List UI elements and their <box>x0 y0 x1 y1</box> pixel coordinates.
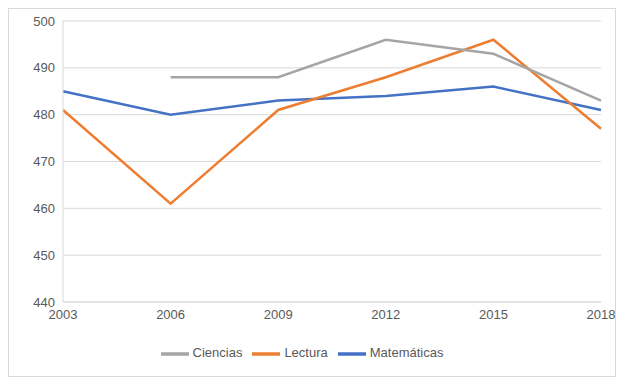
svg-text:2009: 2009 <box>264 307 293 322</box>
svg-text:480: 480 <box>33 107 55 122</box>
svg-text:2018: 2018 <box>587 307 615 322</box>
svg-text:490: 490 <box>33 60 55 75</box>
svg-text:2015: 2015 <box>479 307 508 322</box>
html-text:Matemáticas: Matemáticas <box>369 345 444 361</box>
svg-text:2012: 2012 <box>371 307 400 322</box>
svg-text:2003: 2003 <box>48 307 78 323</box>
svg-text:460: 460 <box>33 201 55 216</box>
svg-text:450: 450 <box>33 248 55 263</box>
svg-text:440: 440 <box>33 295 55 310</box>
svg-text:470: 470 <box>33 154 55 169</box>
svg-text:2006: 2006 <box>156 307 185 322</box>
html-text:Ciencias: Ciencias <box>192 345 243 361</box>
svg-text:500: 500 <box>33 14 55 29</box>
html-text:Lectura: Lectura <box>284 345 328 361</box>
